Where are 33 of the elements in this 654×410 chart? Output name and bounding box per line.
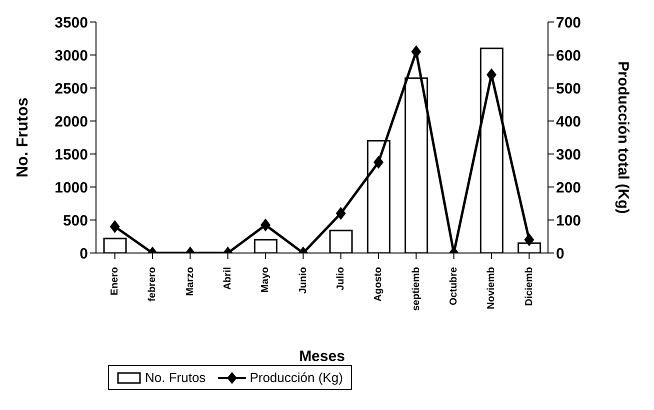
y2-tick-label: 100: [556, 212, 582, 230]
x-tick-label: Diciemb: [524, 267, 535, 306]
x-tick-label: septiemb: [410, 267, 422, 311]
y2-tick-label: 700: [556, 14, 582, 32]
y2-tick-label: 600: [556, 47, 582, 64]
legend-label: No. Frutos: [145, 370, 206, 385]
y-tick-label: 3500: [54, 14, 88, 32]
y2-tick-label: 500: [556, 80, 582, 98]
x-tick-label: Marzo: [184, 267, 196, 296]
x-tick-label: Octubre: [448, 266, 460, 306]
y-tick-label: 1000: [54, 179, 88, 196]
y-axis-title: No. Frutos: [14, 97, 32, 178]
y2-tick-label: 0: [556, 245, 564, 262]
x-tick-label: Julio: [335, 267, 346, 290]
x-tick-label: Abril: [222, 266, 234, 290]
x-tick-label: Noviemb: [486, 267, 498, 310]
y2-tick-label: 200: [556, 179, 582, 196]
y-tick-label: 3000: [54, 47, 88, 64]
x-tick-label: Junio: [298, 267, 309, 294]
y-tick-label: 500: [62, 212, 88, 230]
y-tick-label: 1500: [54, 146, 88, 164]
y-tick-label: 2000: [54, 113, 88, 130]
y2-tick-label: 300: [556, 146, 582, 164]
y2-tick-label: 400: [556, 113, 582, 130]
x-tick-label: febrero: [147, 267, 158, 302]
y-tick-label: 0: [80, 245, 88, 262]
x-axis-title: Meses: [299, 348, 345, 365]
legend-label: Producción (Kg): [250, 370, 343, 385]
x-tick-label: Agosto: [373, 267, 384, 302]
y-tick-label: 2500: [54, 80, 88, 98]
x-tick-label: Mayo: [260, 267, 272, 293]
y2-axis-title: Producción total (Kg): [614, 61, 632, 214]
x-tick-label: Enero: [109, 267, 120, 296]
